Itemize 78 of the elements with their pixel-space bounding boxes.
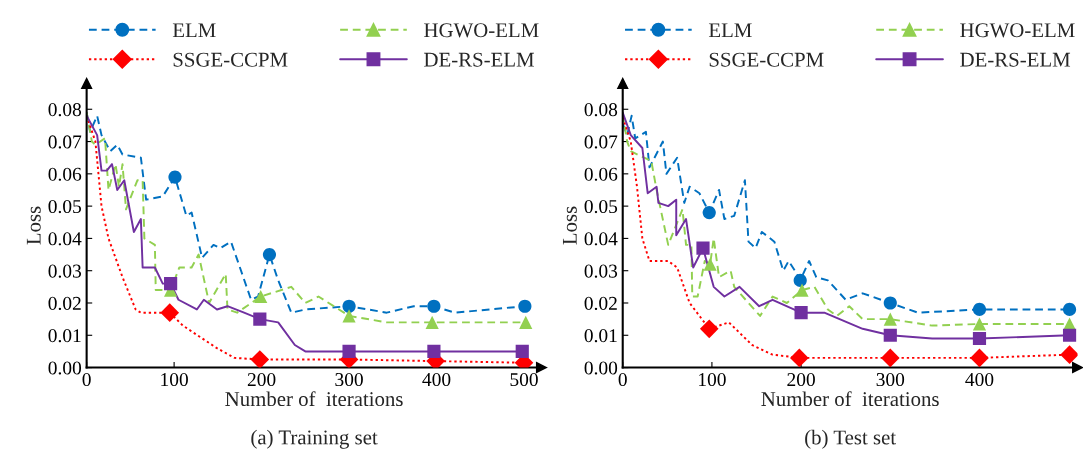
y-tick-label: 0.00 — [584, 361, 618, 375]
point — [883, 296, 897, 310]
x-tick-label: 0 — [618, 372, 627, 387]
y-tick-label: 0.01 — [48, 329, 81, 343]
y-tick-label: 0.06 — [584, 167, 618, 181]
point — [795, 283, 809, 297]
legend-label: ELM — [172, 23, 216, 38]
x-tick-label: 100 — [699, 372, 726, 387]
x-tick-label: 300 — [876, 372, 905, 387]
y-tick-label: 0.03 — [48, 264, 82, 278]
x-tick-label: 200 — [787, 372, 815, 387]
legend-label: SSGE-CCPM — [709, 52, 824, 67]
point — [254, 289, 268, 304]
point — [699, 319, 719, 339]
x-tick-label: 200 — [247, 372, 276, 387]
y-tick-label: 0.04 — [48, 232, 82, 246]
y-tick-label: 0.05 — [48, 199, 82, 214]
x-axis-title: Number of iterations — [761, 391, 939, 407]
point — [972, 317, 987, 331]
y-tick-label: 0.04 — [584, 232, 618, 246]
text: (a) Training set — [251, 429, 378, 449]
text: (b) Test set — [805, 429, 896, 449]
point — [342, 344, 356, 359]
x-axis-title: Number of iterations — [225, 391, 403, 407]
y-tick-label: 0.08 — [584, 103, 618, 117]
legend-label: DE-RS-ELM — [960, 52, 1071, 67]
point — [160, 303, 180, 322]
y-tick-label: 0.02 — [48, 296, 81, 311]
y-tick-label: 0.08 — [48, 103, 82, 117]
y-tick-label: 0.06 — [48, 167, 82, 181]
point — [168, 170, 182, 184]
point — [253, 312, 267, 326]
point — [515, 344, 529, 359]
point — [970, 348, 989, 368]
point — [703, 257, 717, 271]
legend-label: DE-RS-ELM — [424, 52, 534, 67]
point — [880, 348, 900, 368]
point — [793, 273, 807, 287]
point — [342, 299, 356, 313]
point — [972, 302, 987, 317]
legend-label: SSGE-CCPM — [173, 52, 288, 67]
x-tick-label: 500 — [510, 372, 538, 387]
point — [1060, 345, 1078, 364]
point — [518, 299, 532, 313]
y-tick-label: 0.00 — [48, 361, 82, 375]
x-tick-label: 0 — [82, 372, 91, 387]
y-tick-label: 0.05 — [584, 199, 618, 214]
point — [883, 328, 897, 342]
point — [164, 277, 178, 291]
point — [972, 331, 987, 346]
y-tick-label: 0.07 — [48, 135, 82, 149]
y-tick-label: 0.07 — [584, 135, 618, 149]
legend-label: ELM — [708, 23, 752, 38]
point — [427, 344, 441, 359]
y-tick-label: 0.03 — [584, 264, 618, 278]
point — [250, 350, 270, 368]
point — [519, 315, 533, 329]
x-tick-label: 300 — [335, 372, 363, 387]
point — [425, 315, 439, 329]
point — [790, 348, 809, 368]
point — [1062, 302, 1077, 317]
point — [1062, 328, 1077, 342]
x-tick-label: 400 — [422, 372, 451, 387]
y-axis-title: Loss — [562, 206, 577, 245]
legend-label: HGWO-ELM — [424, 23, 539, 38]
point — [883, 312, 897, 326]
point — [262, 247, 277, 262]
point — [794, 306, 808, 320]
point — [427, 299, 441, 313]
point — [702, 206, 716, 220]
x-tick-label: 100 — [161, 372, 188, 387]
y-axis-title: Loss — [26, 206, 41, 245]
y-tick-label: 0.02 — [584, 296, 617, 311]
y-tick-label: 0.01 — [584, 329, 617, 343]
point — [342, 309, 356, 323]
point — [696, 241, 710, 255]
x-tick-label: 400 — [965, 372, 994, 387]
legend-label: HGWO-ELM — [960, 23, 1075, 38]
